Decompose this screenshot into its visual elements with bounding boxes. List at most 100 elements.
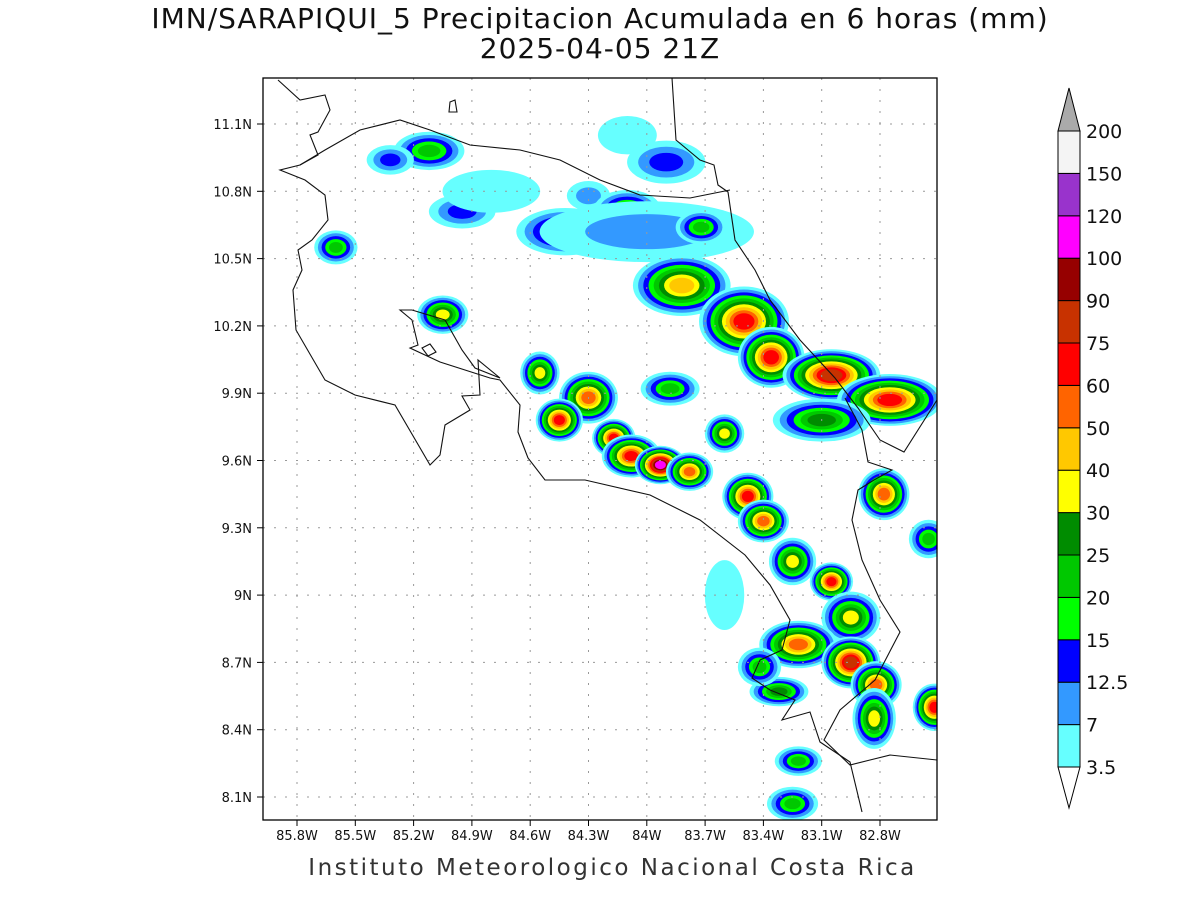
contour-level-3.5 [704,560,745,631]
precip-cell [520,351,560,395]
contour-level-12.5 [380,153,401,167]
lon-tick-label: 84.6W [509,829,551,844]
contour-level-75 [844,656,858,669]
lat-tick-label: 11.1N [213,118,252,133]
axis-ticks: 85.8W 85.5W 85.2W 84.9W 84.6W 84.3W 84W 83.7W 83… [213,118,901,844]
lon-tick-label: 83.4W [742,829,784,844]
lat-tick-label: 9.6N [222,455,252,470]
lat-tick-label: 9.9N [222,387,252,402]
precip-cell [782,349,881,402]
chart-title: IMN/SARAPIQUI_5 Precipitacion Acumulada … [151,2,1049,35]
contour-level-30 [786,555,799,568]
contour-level-60 [624,450,639,462]
panama-border [823,397,937,766]
contour-level-30 [868,710,881,727]
contour-level-50 [757,515,770,527]
lon-tick-label: 84.3W [568,829,610,844]
colorbar-label: 100 [1086,248,1122,270]
precip-cell [908,519,937,559]
colorbar-label: 50 [1086,418,1110,440]
contour-level-60 [741,490,754,502]
contour-level-60 [826,577,837,587]
lon-tick-label: 83.1W [801,829,843,844]
precip-cell [417,295,469,334]
colorbar-label: 20 [1086,587,1110,609]
precip-cell [597,115,657,155]
lon-tick-label: 82.8W [859,829,901,844]
precip-cell [640,371,700,406]
colorbar-label: 3.5 [1086,757,1116,779]
precip-cell [912,683,937,731]
contour-level-60 [733,313,755,330]
footer-credit: Instituto Meteorologico Nacional Costa R… [308,855,917,881]
precip-cell [535,398,583,442]
colorbar-label: 25 [1086,545,1110,567]
contour-level-60 [877,393,903,407]
lon-tick-label: 85.8W [276,829,318,844]
precip-cell [852,688,896,749]
contour-level-75 [820,369,843,382]
colorbar-box [1057,215,1081,259]
precip-cell [809,562,854,601]
contour-level-20 [790,756,806,766]
colorbar: 3.5 7 12.5 15 20 25 30 40 50 60 75 90 100 120 150 200 [1057,87,1128,810]
colorbar-box [1057,342,1081,386]
contour-level-60 [763,350,780,365]
lat-tick-label: 10.5N [213,253,252,268]
colorbar-label: 90 [1086,291,1110,313]
contour-level-12.5 [649,152,684,172]
contour-level-30 [842,610,859,625]
lon-tick-label: 85.5W [334,829,376,844]
colorbar-box [1057,554,1081,598]
precip-cell [314,230,358,265]
precip-cell [634,445,686,485]
colorbar-label: 30 [1086,503,1110,525]
colorbar-box [1057,724,1081,768]
contour-level-50 [683,467,696,477]
lat-tick-label: 9.3N [222,522,252,537]
precip-cell [675,210,727,245]
colorbar-over-triangle [1057,87,1081,132]
precip-cell [858,468,910,521]
caribbean-coastline [671,78,937,453]
colorbar-label: 12.5 [1086,672,1128,694]
colorbar-label: 150 [1086,163,1122,185]
map-frame [262,77,938,821]
lat-tick-label: 8.1N [222,791,252,806]
colorbar-box [1057,639,1081,683]
colorbar-label: 200 [1086,121,1122,143]
lat-tick-label: 10.2N [213,320,252,335]
contour-level-60 [929,701,937,713]
chart-subtitle: 2025-04-05 21Z [479,32,721,65]
contour-level-3.5 [442,169,541,213]
contour-level-30 [719,428,730,439]
contour-level-20 [660,383,680,395]
precip-cell [704,414,745,453]
precip-cell [768,537,817,586]
colorbar-label: 15 [1086,630,1110,652]
contour-level-40 [669,277,695,294]
precip-cell [366,145,414,175]
contour-level-20 [417,144,441,158]
precip-cell [627,140,706,184]
colorbar-box [1057,512,1081,556]
contour-level-50 [877,487,891,501]
pacific-coastline [277,79,863,813]
colorbar-box [1057,384,1081,429]
precip-cell [737,647,782,687]
lon-tick-label: 85.2W [393,829,435,844]
precip-cell [759,620,838,669]
colorbar-box [1057,130,1081,174]
contour-level-60 [553,415,565,426]
lat-tick-label: 8.4N [222,724,252,739]
nicaragua-border [299,119,731,199]
colorbar-under-triangle [1057,766,1081,810]
precip-cell [704,560,745,631]
island [421,343,437,357]
colorbar-box [1057,469,1081,514]
contour-level-20 [922,532,935,546]
lon-tick-label: 84.9W [451,829,493,844]
contour-level-25 [770,687,788,696]
coastlines [277,78,937,813]
